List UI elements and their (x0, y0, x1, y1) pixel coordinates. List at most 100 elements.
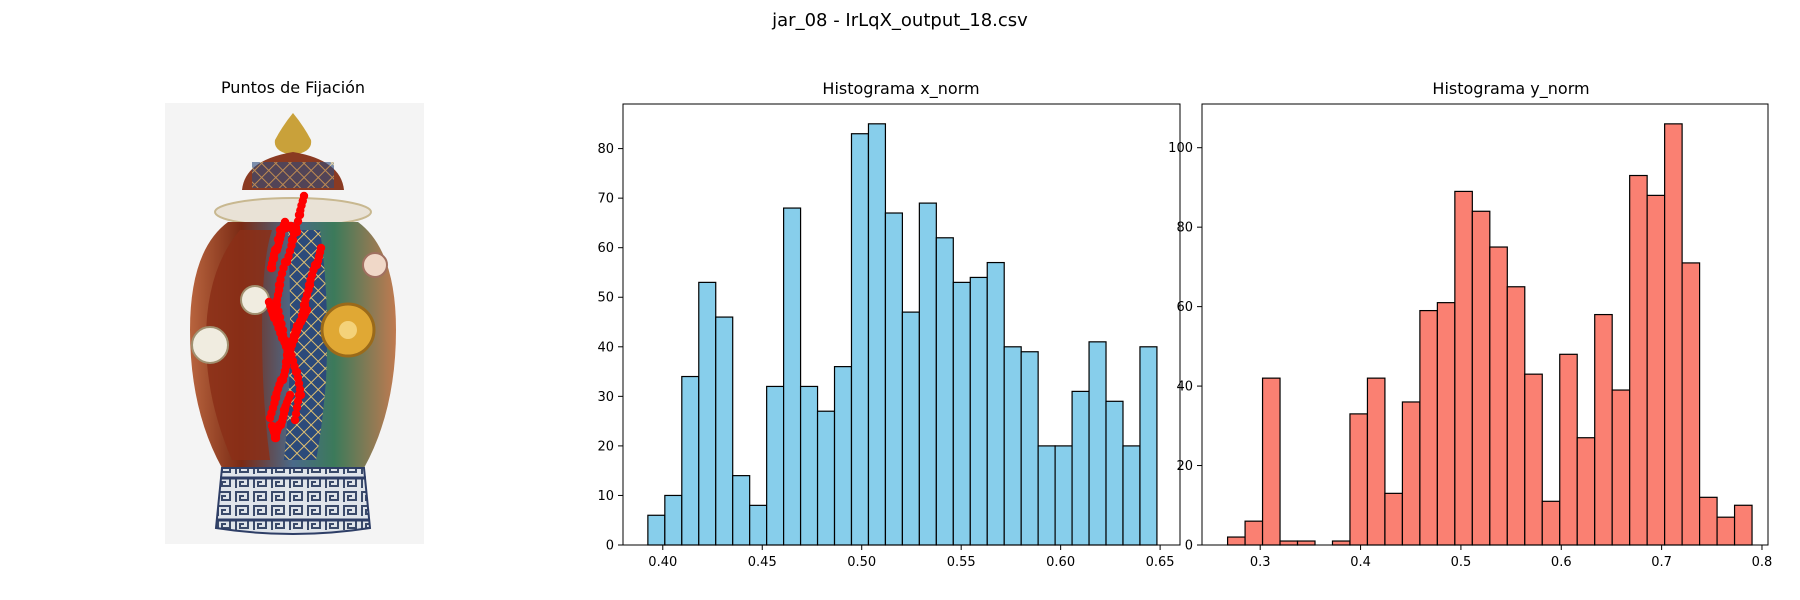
hist-y-y-tick-label: 80 (1176, 221, 1193, 236)
hist-y-bar (1698, 496, 1718, 546)
hist-x-bar (969, 276, 988, 546)
hist-x-bar (901, 311, 920, 546)
histogram-y-title: Histograma y_norm (1432, 79, 1589, 99)
hist-x-bar (816, 410, 836, 546)
hist-y-bar (1524, 373, 1543, 546)
hist-x-bar (1071, 390, 1090, 546)
jar-finial (274, 113, 312, 155)
hist-x-bar (749, 504, 768, 546)
hist-y-bar (1559, 353, 1578, 546)
hist-x-x-tick-label: 0.65 (1146, 555, 1175, 570)
image-panel-title: Puntos de Fijación (221, 78, 365, 97)
hist-x-y-tick-label: 20 (597, 439, 614, 454)
hist-x-axes-frame (622, 103, 1181, 546)
hist-x-bar (1054, 445, 1073, 546)
fixation-point (292, 403, 302, 412)
hist-y-x-tick-label: 0.5 (1451, 555, 1472, 570)
hist-x-bar (766, 385, 785, 546)
fixation-point (267, 263, 277, 273)
hist-x-x-tick-label: 0.55 (947, 555, 976, 570)
fixation-point (292, 227, 302, 237)
hist-x-bar (664, 494, 683, 546)
fixation-point (272, 300, 282, 310)
fixation-point (295, 210, 305, 220)
hist-x-x-tick-label: 0.50 (847, 555, 876, 570)
hist-x-bar (1088, 341, 1107, 546)
fixation-point (302, 305, 312, 315)
hist-y-bar (1261, 377, 1281, 546)
hist-y-bar (1489, 246, 1508, 546)
hist-y-x-tick-label: 0.3 (1250, 555, 1271, 570)
histogram-x-norm: Histograma x_norm 0.40 0.45 0.50 0.55 0.60 0.… (597, 79, 1181, 570)
hist-y-bar (1454, 190, 1473, 546)
hist-x-y-tick-label: 40 (597, 340, 614, 355)
fixation-point (271, 244, 281, 254)
hist-y-x-tick-label: 0.7 (1651, 555, 1672, 570)
hist-x-x-tick-label: 0.60 (1046, 555, 1075, 570)
hist-x-bar (681, 375, 700, 546)
hist-y-bar (1366, 377, 1386, 546)
hist-x-bar (884, 212, 903, 546)
hist-x-bar (952, 281, 971, 546)
hist-x-bar (1105, 400, 1124, 546)
hist-y-bar (1436, 302, 1456, 546)
hist-y-bar (1226, 536, 1246, 546)
hist-x-bar (1003, 346, 1022, 546)
hist-y-bar (1384, 492, 1404, 546)
hist-x-bar (647, 514, 666, 546)
hist-y-y-tick-label: 40 (1176, 380, 1193, 395)
hist-x-bar (850, 133, 870, 546)
hist-y-bar (1681, 262, 1701, 546)
fixation-point (267, 421, 277, 431)
fixation-point (293, 397, 303, 406)
hist-x-y-tick-label: 0 (606, 539, 614, 554)
hist-y-bar (1419, 309, 1438, 546)
fixation-point (269, 254, 279, 263)
hist-y-bar (1244, 520, 1264, 546)
fixation-point (291, 409, 301, 418)
hist-x-y-tick-label: 10 (597, 489, 614, 504)
hist-y-y-tick-label: 20 (1176, 459, 1193, 474)
hist-x-y-tick-label: 50 (597, 291, 614, 306)
hist-y-x-tick-label: 0.8 (1752, 555, 1773, 570)
fixation-point (265, 413, 275, 423)
hist-y-bar (1349, 413, 1369, 546)
hist-y-bar (1594, 313, 1613, 546)
hist-y-y-tick-label: 100 (1168, 141, 1193, 156)
hist-y-bar (1646, 194, 1666, 546)
hist-y-bar (1471, 210, 1491, 546)
hist-x-x-tick-label: 0.45 (748, 555, 777, 570)
fixation-point (294, 390, 304, 400)
hist-x-bar (698, 281, 717, 546)
hist-y-bar (1716, 516, 1736, 546)
hist-x-x-tick-label: 0.40 (648, 555, 677, 570)
hist-y-bar (1331, 540, 1351, 546)
jar-image (165, 103, 424, 544)
hist-x-bar (715, 316, 734, 546)
hist-y-axes-frame (1201, 103, 1769, 546)
hist-x-bar (986, 261, 1005, 546)
hist-x-bar (1122, 445, 1141, 546)
hist-y-x-tick-label: 0.4 (1350, 555, 1371, 570)
hist-x-bar (867, 123, 887, 546)
hist-y-bar (1279, 540, 1299, 546)
hist-x-y-tick-label: 70 (597, 192, 614, 207)
hist-y-y-tick-label: 60 (1176, 300, 1193, 315)
jar-base (214, 467, 372, 535)
hist-x-bar (918, 202, 937, 546)
fixation-image-panel: Puntos de Fijación (165, 78, 424, 544)
hist-y-bar (1541, 500, 1561, 546)
figure-suptitle: jar_08 - IrLqX_output_18.csv (771, 10, 1028, 31)
hist-x-bar (935, 237, 954, 546)
hist-x-bar (732, 475, 751, 546)
fixation-points (264, 191, 326, 443)
hist-x-bar (1139, 346, 1158, 546)
hist-y-bar (1664, 123, 1683, 546)
hist-x-bar (833, 366, 853, 546)
histogram-y-norm: Histograma y_norm 0.3 0.4 0.5 0.6 0.7 0.8 0 20 4… (1168, 79, 1772, 570)
hist-y-bar (1296, 540, 1316, 546)
fixation-point (290, 415, 300, 425)
jar-lid-rim (214, 197, 372, 227)
hist-y-bar (1733, 504, 1753, 546)
